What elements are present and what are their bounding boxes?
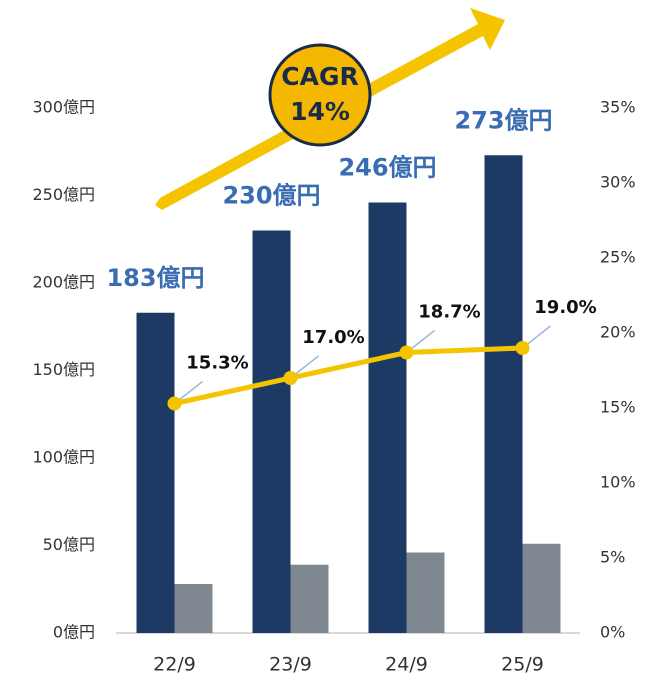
data-label: 246億円 [338, 154, 436, 182]
y-tick-label: 100億円 [32, 448, 95, 467]
x-tick-label: 23/9 [269, 654, 312, 676]
y2-tick-label: 20% [600, 323, 636, 342]
y2-tick-label: 30% [600, 173, 636, 192]
y2-tick-label: 10% [600, 473, 636, 492]
y-tick-label: 150億円 [32, 360, 95, 379]
y-tick-label: 0億円 [53, 623, 95, 642]
y2-tick-label: 5% [600, 548, 625, 567]
y2-tick-label: 0% [600, 623, 625, 642]
line-point [515, 341, 530, 355]
cagr-label: CAGR [281, 62, 358, 91]
data-label: 17.0% [302, 327, 364, 348]
cagr-value: 14% [290, 97, 350, 126]
cagr-badge [268, 43, 372, 147]
x-tick-label: 22/9 [153, 654, 196, 676]
bar [252, 230, 291, 633]
x-tick-label: 24/9 [385, 654, 428, 676]
line-point [399, 345, 414, 360]
line-point [283, 371, 298, 385]
data-label: 183億円 [106, 264, 204, 292]
data-label: 15.3% [186, 353, 248, 374]
line [173, 345, 523, 406]
bar [522, 543, 561, 633]
bar [368, 202, 407, 633]
bar [174, 584, 213, 633]
y-tick-label: 50億円 [43, 535, 95, 554]
y2-tick-label: 35% [600, 98, 636, 117]
y-tick-label: 200億円 [32, 273, 95, 292]
data-label: 230億円 [222, 182, 320, 210]
bar [136, 312, 175, 633]
bar [484, 155, 523, 633]
x-tick-label: 25/9 [501, 654, 544, 676]
data-label: 18.7% [418, 302, 480, 323]
data-label: 19.0% [534, 297, 596, 318]
data-label: 273億円 [454, 106, 552, 134]
line-point [167, 396, 182, 411]
y-tick-label: 250億円 [32, 185, 95, 204]
y-tick-label: 300億円 [32, 98, 95, 117]
bar [290, 564, 329, 633]
y2-tick-label: 15% [600, 398, 636, 417]
bar [406, 552, 445, 633]
y2-tick-label: 25% [600, 248, 636, 267]
